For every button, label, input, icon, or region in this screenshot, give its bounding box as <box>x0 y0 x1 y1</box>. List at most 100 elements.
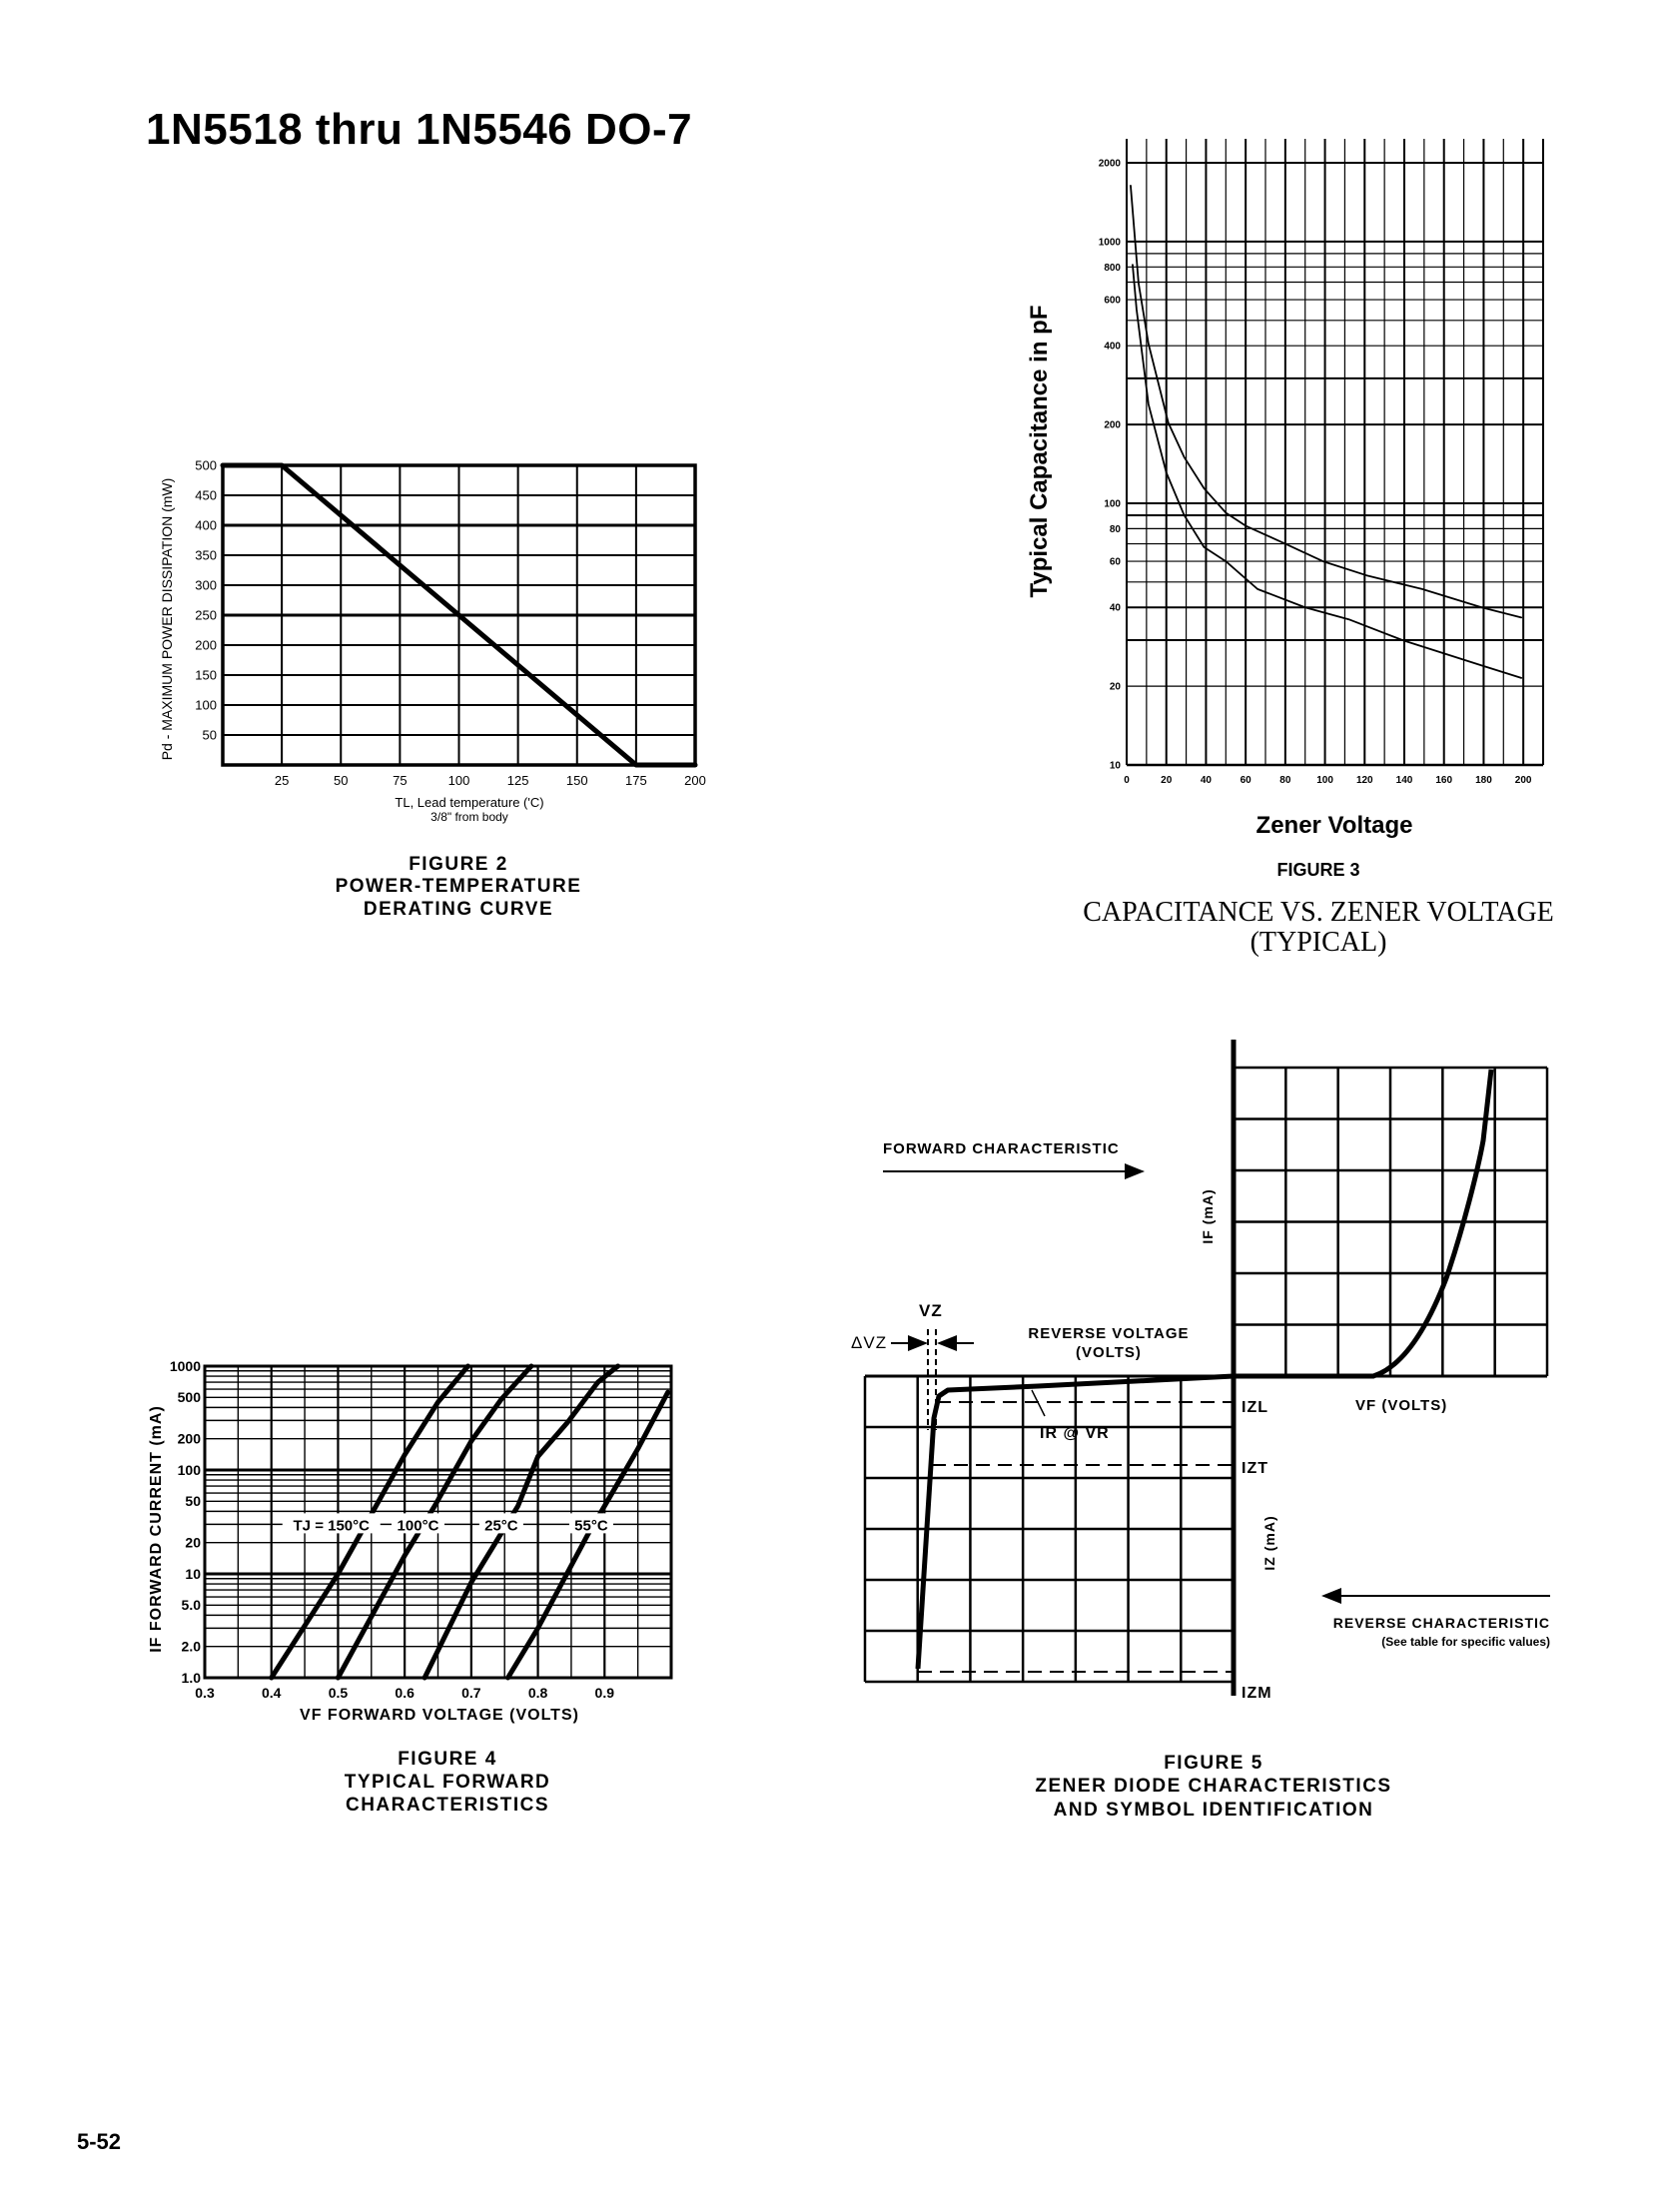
reverse-voltage-unit: (VOLTS) <box>1076 1344 1142 1361</box>
y-tick-label: 250 <box>195 608 217 623</box>
x-tick-label: 0.8 <box>528 1685 548 1701</box>
fig5-figure-label: FIGURE 5 <box>1164 1753 1263 1774</box>
y-tick-label: 400 <box>195 518 217 533</box>
x-tick-label: 120 <box>1356 775 1373 786</box>
fig4-figure-label: FIGURE 4 <box>398 1749 497 1770</box>
fig5-caption-line-2: AND SYMBOL IDENTIFICATION <box>1053 1800 1374 1821</box>
see-table-note: (See table for specific values) <box>1381 1635 1550 1649</box>
x-tick-label: 80 <box>1279 775 1291 786</box>
x-tick-label: 40 <box>1201 775 1213 786</box>
series-label: 100°C <box>398 1517 439 1534</box>
series-line-1 <box>335 1363 534 1681</box>
izl-label: IZL <box>1242 1399 1268 1416</box>
y-tick-label: 100 <box>1104 498 1121 509</box>
x-tick-label: 0.5 <box>329 1685 349 1701</box>
y-tick-label: 800 <box>1104 263 1121 274</box>
x-tick-label: 60 <box>1241 775 1252 786</box>
x-tick-label: 50 <box>334 773 348 788</box>
page-number: 5-52 <box>77 2129 122 2154</box>
x-tick-label: 0.4 <box>262 1685 282 1701</box>
x-tick-label: 0.3 <box>195 1685 215 1701</box>
reverse-characteristic-label: REVERSE CHARACTERISTIC <box>1333 1615 1550 1631</box>
fig2-x-axis-sublabel: 3/8" from body <box>430 810 508 824</box>
x-tick-label: 175 <box>625 773 647 788</box>
fig2-caption-line-1: POWER-TEMPERATURE <box>335 876 582 897</box>
x-tick-label: 100 <box>448 773 470 788</box>
x-tick-label: 25 <box>275 773 289 788</box>
izt-label: IZT <box>1242 1460 1268 1477</box>
fig3-caption-line-2: (TYPICAL) <box>1250 927 1387 958</box>
fig4-x-axis-label: VF FORWARD VOLTAGE (VOLTS) <box>300 1707 579 1724</box>
series-line-2 <box>421 1363 621 1681</box>
y-tick-label: 200 <box>1104 420 1121 431</box>
reverse-characteristic-curve <box>915 1373 1235 1670</box>
y-tick-label: 50 <box>185 1493 201 1509</box>
forward-characteristic-curve <box>1234 1069 1494 1379</box>
fig4-caption-line-1: TYPICAL FORWARD <box>344 1772 551 1793</box>
fig2-figure-label: FIGURE 2 <box>409 854 508 875</box>
fig4-caption-line-2: CHARACTERISTICS <box>345 1795 550 1816</box>
y-tick-label: 2.0 <box>182 1639 202 1655</box>
y-tick-label: 50 <box>203 728 217 743</box>
y-tick-label: 5.0 <box>182 1597 202 1613</box>
x-tick-label: 75 <box>393 773 407 788</box>
x-tick-label: 125 <box>507 773 529 788</box>
vf-volts-label: VF (VOLTS) <box>1355 1397 1447 1414</box>
fig2-caption-line-2: DERATING CURVE <box>363 899 554 920</box>
series-line-0 <box>269 1363 471 1681</box>
figure-4-chart: TJ = 150°C 100°C 25°C 55°C 1.0 2.0 5.0 10 20 50 10… <box>170 1358 673 1701</box>
series-label-background <box>391 1513 444 1534</box>
y-tick-label: 2000 <box>1099 159 1122 170</box>
x-tick-label: 100 <box>1316 775 1333 786</box>
y-tick-label: 400 <box>1104 342 1121 353</box>
ir-leader-line <box>1031 1389 1046 1417</box>
y-tick-label: 600 <box>1104 296 1121 307</box>
series-line-3 <box>505 1389 671 1681</box>
series-line-0 <box>1130 185 1523 619</box>
y-tick-label: 80 <box>1110 524 1122 535</box>
y-tick-label: 500 <box>195 458 217 473</box>
y-tick-label: 500 <box>178 1389 202 1405</box>
x-tick-label: 0.6 <box>395 1685 415 1701</box>
reverse-voltage-label: REVERSE VOLTAGE <box>1028 1325 1189 1342</box>
y-tick-label: 1000 <box>170 1358 201 1374</box>
x-tick-label: 20 <box>1161 775 1173 786</box>
forward-characteristic-label: FORWARD CHARACTERISTIC <box>883 1140 1120 1157</box>
series-label-background <box>282 1513 381 1534</box>
y-tick-label: 20 <box>185 1535 201 1551</box>
plot-border <box>221 463 697 767</box>
y-tick-label: 1.0 <box>182 1670 202 1686</box>
figure-3-chart: 10 20 40 60 80 100 200 400 600 800 1000 2000 0 20 40 60… <box>1099 139 1544 786</box>
x-tick-label: 200 <box>1515 775 1532 786</box>
iz-axis-label: IZ (mA) <box>1261 1515 1277 1570</box>
y-tick-label: 100 <box>178 1462 202 1478</box>
y-tick-label: 350 <box>195 548 217 563</box>
series-label-background <box>478 1513 523 1534</box>
y-tick-label: 1000 <box>1099 237 1122 248</box>
series-line-1 <box>1132 264 1523 679</box>
y-tick-label: 450 <box>195 488 217 503</box>
y-tick-label: 200 <box>195 638 217 653</box>
x-tick-label: 180 <box>1475 775 1492 786</box>
y-tick-label: 40 <box>1110 603 1122 614</box>
fig3-y-axis-label: Typical Capacitance in pF <box>1026 305 1053 598</box>
y-tick-label: 10 <box>1110 761 1122 772</box>
y-tick-label: 10 <box>185 1566 201 1582</box>
x-tick-label: 200 <box>684 773 706 788</box>
figure-2-chart: 50 100 150 200 250 300 350 400 450 500 25 50 75 100 12… <box>195 458 706 788</box>
y-tick-label: 150 <box>195 668 217 683</box>
fig2-y-axis-label: Pd - MAXIMUM POWER DISSIPATION (mW) <box>159 477 175 761</box>
y-tick-label: 100 <box>195 698 217 713</box>
figure-5-diagram: FORWARD CHARACTERISTIC IF (mA) VZ ΔVZ RE… <box>851 1040 1550 1702</box>
fig4-y-axis-label: IF FORWARD CURRENT (mA) <box>148 1405 165 1653</box>
x-tick-label: 140 <box>1396 775 1413 786</box>
delta-vz-label: ΔVZ <box>851 1333 887 1352</box>
page-title: 1N5518 thru 1N5546 DO-7 <box>146 105 693 154</box>
plot-border <box>203 1364 673 1680</box>
series-label: TJ = 150°C <box>294 1517 371 1534</box>
x-tick-label: 160 <box>1435 775 1452 786</box>
x-tick-label: 0.9 <box>595 1685 615 1701</box>
y-tick-label: 60 <box>1110 557 1122 568</box>
